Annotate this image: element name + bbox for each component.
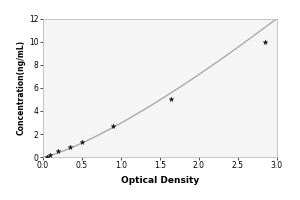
Y-axis label: Concentration(ng/mL): Concentration(ng/mL) xyxy=(17,40,26,135)
X-axis label: Optical Density: Optical Density xyxy=(121,176,199,185)
